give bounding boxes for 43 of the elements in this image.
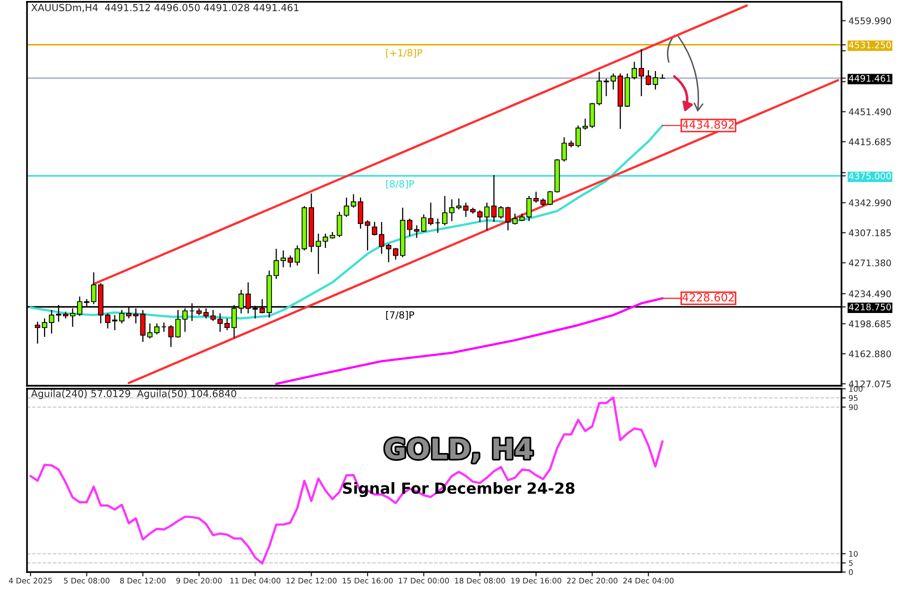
y-tick-label: 4491.461 <box>848 74 891 82</box>
candlestick <box>350 194 356 208</box>
y-tick-label: 4307.185 <box>848 229 891 236</box>
y-tick-label: 4234.490 <box>848 290 891 298</box>
candlestick <box>372 221 378 236</box>
candlestick <box>175 309 181 338</box>
candlestick <box>344 197 350 218</box>
annotation: GOLD, H4 <box>385 438 532 463</box>
candlestick <box>652 70 658 90</box>
y-tick-label: 4375.000 <box>848 172 891 180</box>
line-series <box>275 297 664 385</box>
candlestick <box>322 233 328 249</box>
y-tick-label: 4127.075 <box>848 380 891 388</box>
candlestick <box>168 324 174 348</box>
ref-line-label: [+1/8]P <box>386 48 422 58</box>
candlestick <box>498 205 504 220</box>
candlestick <box>533 191 539 204</box>
y-tick-label: 4271.380 <box>848 259 891 266</box>
candlestick <box>42 318 48 338</box>
y-tick-label: 4415.685 <box>848 138 891 146</box>
chart-title: Aguila(240) 57.0129 Aguila(50) 104.6840 <box>31 390 236 400</box>
annotation: 4434.892 <box>682 120 734 129</box>
candlestick <box>364 220 370 252</box>
candlestick <box>48 309 54 334</box>
y-tick-label: 4531.250 <box>848 42 891 48</box>
ref-line-label: [8/8]P <box>386 180 414 189</box>
annotation: 4228.602 <box>682 293 734 302</box>
y-tick-label: 4198.685 <box>848 320 891 328</box>
y-tick-label: 4162.880 <box>848 350 891 358</box>
candlestick <box>512 213 518 226</box>
y-tick-label: 4451.490 <box>848 108 891 116</box>
candlestick <box>34 321 40 344</box>
candlestick <box>336 211 342 238</box>
y-tick-label: 4559.990 <box>848 17 891 24</box>
y-tick-label: 4342.990 <box>848 199 891 206</box>
candlestick <box>491 174 497 223</box>
ref-line-label: [7/8]P <box>386 311 414 320</box>
candlestick <box>210 309 216 322</box>
chart-title: XAUUSDm,H4 4491.512 4496.050 4491.028 4491.461 <box>31 4 298 12</box>
candlestick <box>358 197 364 230</box>
y-tick-label: 4218.750 <box>848 304 891 310</box>
candlestick <box>526 195 532 222</box>
candlestick <box>505 206 511 231</box>
